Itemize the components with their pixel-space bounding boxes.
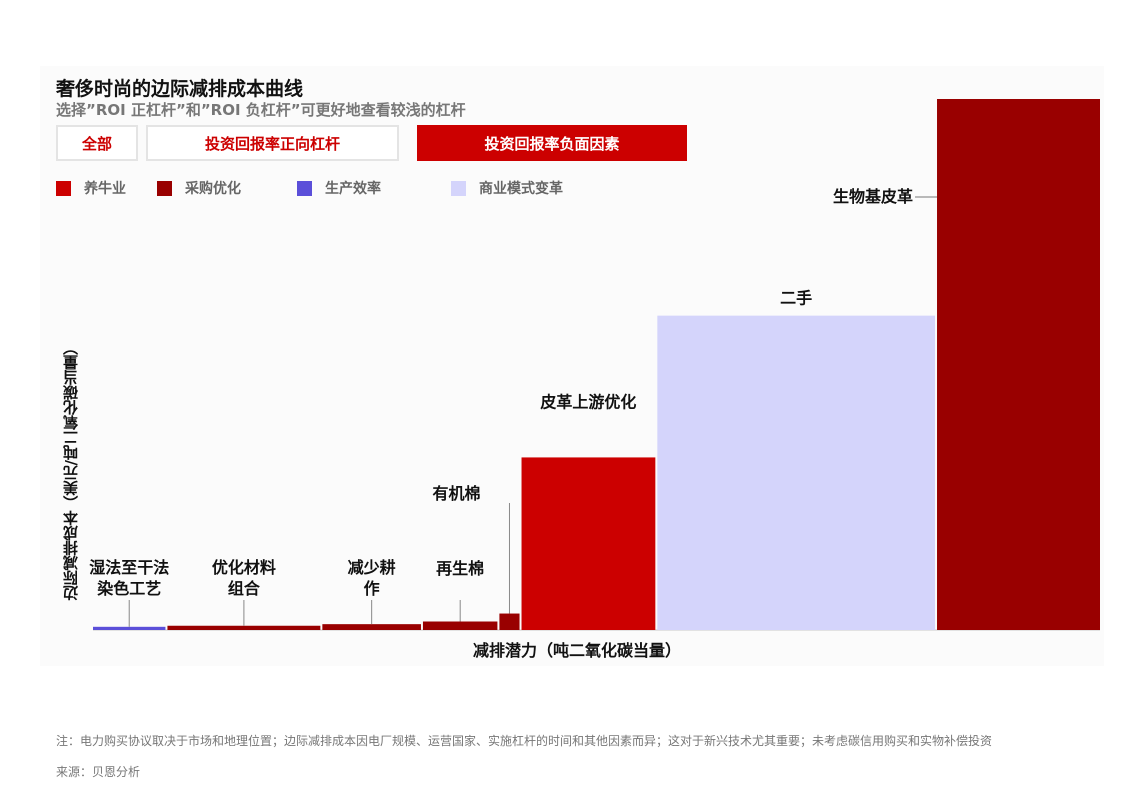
source-note: 来源：贝恩分析 xyxy=(56,765,141,779)
legend-item-business-model: 商业模式变革 xyxy=(451,179,563,197)
legend-swatch xyxy=(56,180,71,196)
legend-label: 养牛业 xyxy=(84,181,126,197)
bar-label: 组合 xyxy=(228,579,261,598)
bar-2 xyxy=(167,625,321,630)
bar-label: 作 xyxy=(364,579,380,598)
chart-subtitle: 选择”ROI 正杠杆”和”ROI 负杠杆”可更好地查看较浅的杠杆 xyxy=(56,101,466,119)
y-axis-label-box: 边际减排成本（美元/吨二氧化碳当量） xyxy=(57,325,83,615)
bar-7 xyxy=(657,315,936,630)
bar-6 xyxy=(521,457,656,630)
x-axis-label: 减排潜力（吨二氧化碳当量） xyxy=(473,641,681,660)
bar-label: 生物基皮革 xyxy=(833,187,913,206)
filter-positive-roi-button[interactable]: 投资回报率正向杠杆 xyxy=(146,125,399,161)
legend-label: 采购优化 xyxy=(185,181,241,197)
bar-label: 优化材料 xyxy=(212,558,276,577)
filter-all-button[interactable]: 全部 xyxy=(56,125,138,161)
bar-4 xyxy=(422,621,498,630)
bar-label: 湿法至干法 xyxy=(88,558,169,577)
bar-label: 染色工艺 xyxy=(96,579,161,598)
bar-8 xyxy=(937,99,1100,630)
legend-swatch xyxy=(157,180,172,196)
legend-swatch xyxy=(297,180,312,196)
legend-item-production: 生产效率 xyxy=(297,179,381,197)
bar-1 xyxy=(93,626,166,630)
y-axis-label: 边际减排成本（美元/吨二氧化碳当量） xyxy=(61,339,80,601)
legend-item-sourcing: 采购优化 xyxy=(157,179,241,197)
bar-label: 皮革上游优化 xyxy=(539,392,636,411)
bar-3 xyxy=(322,624,421,630)
chart-title: 奢侈时尚的边际减排成本曲线 xyxy=(56,78,304,100)
bar-label: 减少耕 xyxy=(348,558,396,577)
bar-5 xyxy=(499,613,520,630)
footnote: 注：电力购买协议取决于市场和地理位置；边际减排成本因电厂规模、运营国家、实施杠杆… xyxy=(56,734,993,748)
bar-label: 再生棉 xyxy=(436,559,484,578)
legend-label: 生产效率 xyxy=(325,181,381,197)
legend-label: 商业模式变革 xyxy=(479,181,563,197)
bar-label: 有机棉 xyxy=(432,484,480,503)
bar-label: 二手 xyxy=(780,289,812,308)
filter-negative-roi-button[interactable]: 投资回报率负面因素 xyxy=(417,125,687,161)
legend-item-cattle: 养牛业 xyxy=(56,179,126,197)
legend-swatch xyxy=(451,180,466,196)
